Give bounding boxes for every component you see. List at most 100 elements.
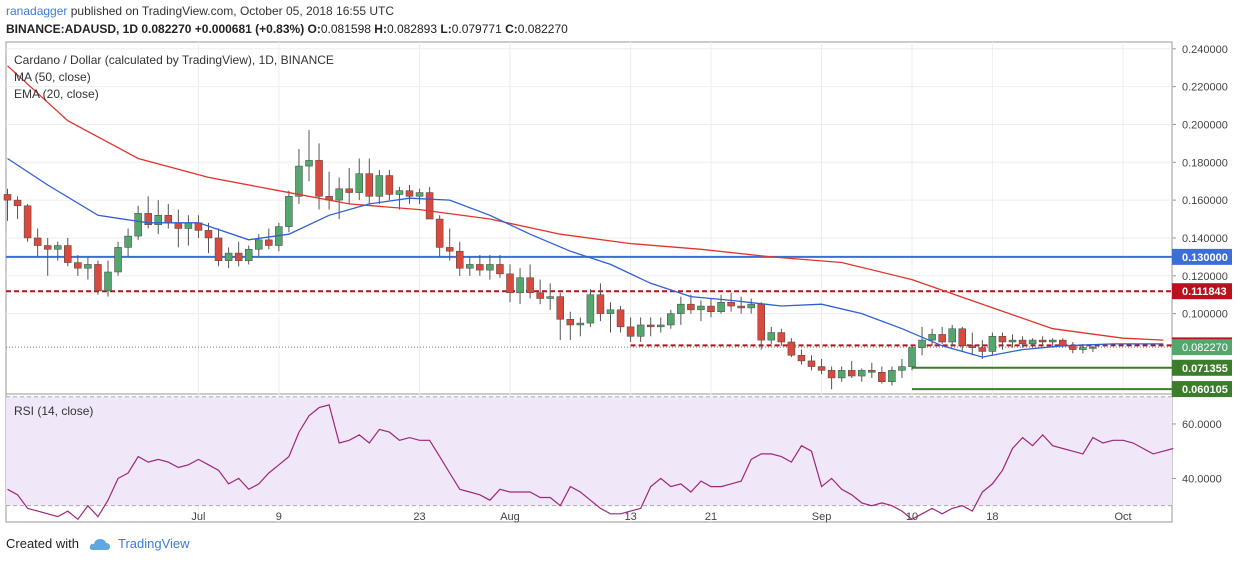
candle-body (124, 235, 132, 248)
candle-body (817, 366, 826, 371)
candle-body (908, 347, 916, 367)
candle-body (687, 303, 695, 311)
candle-body (858, 370, 866, 377)
candle-body (948, 328, 956, 343)
y-tick-label: 0.240000 (1182, 44, 1228, 56)
price-pane[interactable] (5, 41, 1173, 395)
y-tick-label: 0.200000 (1182, 119, 1228, 131)
x-tick-label: 23 (413, 511, 425, 523)
level-label-bg (1172, 248, 1232, 265)
candle-body (13, 199, 22, 207)
x-tick-label: 9 (276, 511, 282, 523)
candle-body (707, 305, 715, 312)
candle-body (978, 347, 987, 352)
candle-body (1038, 339, 1047, 343)
x-tick-label: 18 (986, 511, 998, 523)
candle-body (425, 192, 434, 220)
candle-body (255, 239, 263, 250)
candle-body (958, 328, 966, 347)
candle-body (144, 213, 152, 225)
y-tick-label: 0.220000 (1182, 82, 1228, 94)
legend-rsi: RSI (14, close) (14, 404, 93, 418)
candle-body (998, 336, 1007, 343)
candle-body (677, 303, 685, 314)
candle-body (878, 371, 886, 382)
x-tick-label: 10 (906, 511, 918, 523)
level-label-bg (1172, 359, 1232, 376)
x-tick-label: Jul (191, 511, 205, 523)
candle-body (1089, 346, 1097, 349)
y-tick-label: 0.160000 (1182, 195, 1228, 207)
level-label: 0.111843 (1182, 286, 1227, 298)
candle-body (556, 296, 564, 320)
candle-body (576, 322, 585, 326)
candle-body (466, 264, 474, 269)
tradingview-link[interactable]: TradingView (118, 536, 190, 551)
legend-ema: EMA (20, close) (14, 87, 99, 101)
candles-layer (3, 130, 1097, 390)
candle-body (847, 370, 856, 377)
candle-body (767, 332, 776, 341)
candle-body (777, 332, 786, 343)
created-with-text: Created with (6, 536, 79, 551)
candle-body (797, 354, 806, 362)
published-text: published on TradingView.com, October 05… (70, 4, 395, 18)
candle-body (184, 222, 193, 229)
level-label: 0.060105 (1182, 384, 1228, 396)
candle-body (727, 302, 735, 307)
candle-body (375, 175, 384, 197)
time-axis: Jul 9 23 Aug 13 21 Sep 10 18 Oct (191, 511, 1131, 523)
candle-body (636, 324, 645, 337)
open-label: O: (307, 22, 321, 36)
candle-body (968, 345, 977, 348)
footer: Created with TradingView (6, 536, 190, 551)
candle-body (265, 239, 273, 246)
rsi-y-tick-label: 40.0000 (1182, 473, 1222, 485)
candle-body (74, 262, 82, 269)
ma50-line (7, 65, 1164, 341)
rsi-layer (6, 396, 1174, 521)
price-axis: 0.240000 0.220000 0.200000 0.180000 0.160000… (1172, 44, 1232, 485)
author-link[interactable]: ranadagger (6, 4, 68, 18)
x-tick-label: Oct (1114, 511, 1131, 523)
candle-body (64, 245, 72, 263)
candle-body (104, 271, 112, 292)
candle-body (1018, 339, 1027, 345)
high-value: 0.082893 (386, 22, 438, 36)
candle-body (837, 370, 846, 379)
candle-body (546, 296, 554, 299)
close-label: C: (505, 22, 518, 36)
candle-body (868, 370, 876, 373)
candle-body (23, 205, 32, 239)
candle-body (526, 277, 534, 294)
last-price-label: 0.082270 (1182, 342, 1228, 354)
candle-body (1079, 347, 1087, 350)
candle-body (355, 173, 363, 193)
candle-body (486, 264, 494, 271)
candle-body (456, 250, 464, 269)
candle-body (3, 194, 12, 201)
legend-title: Cardano / Dollar (calculated by TradingV… (14, 53, 334, 67)
candle-body (33, 237, 42, 246)
candle-body (918, 339, 926, 348)
candle-body (43, 245, 52, 250)
candle-body (827, 370, 836, 379)
high-label: H: (374, 22, 387, 36)
candle-body (365, 173, 374, 197)
ema20-line (7, 157, 1164, 358)
candle-body (214, 237, 223, 261)
level-label-bg (1172, 283, 1232, 300)
candle-body (84, 264, 92, 269)
candle-body (94, 264, 102, 292)
candle-body (657, 324, 665, 328)
price-change: +0.000681 (+0.83%) (194, 22, 305, 36)
symbol-label: BINANCE:ADAUSD, 1D (6, 22, 139, 36)
candle-body (898, 366, 906, 371)
last-price: 0.082270 (141, 22, 192, 36)
candle-body (1059, 339, 1067, 347)
candle-body (697, 305, 705, 311)
candle-body (54, 245, 62, 250)
candle-body (787, 341, 796, 356)
candle-body (596, 294, 605, 314)
